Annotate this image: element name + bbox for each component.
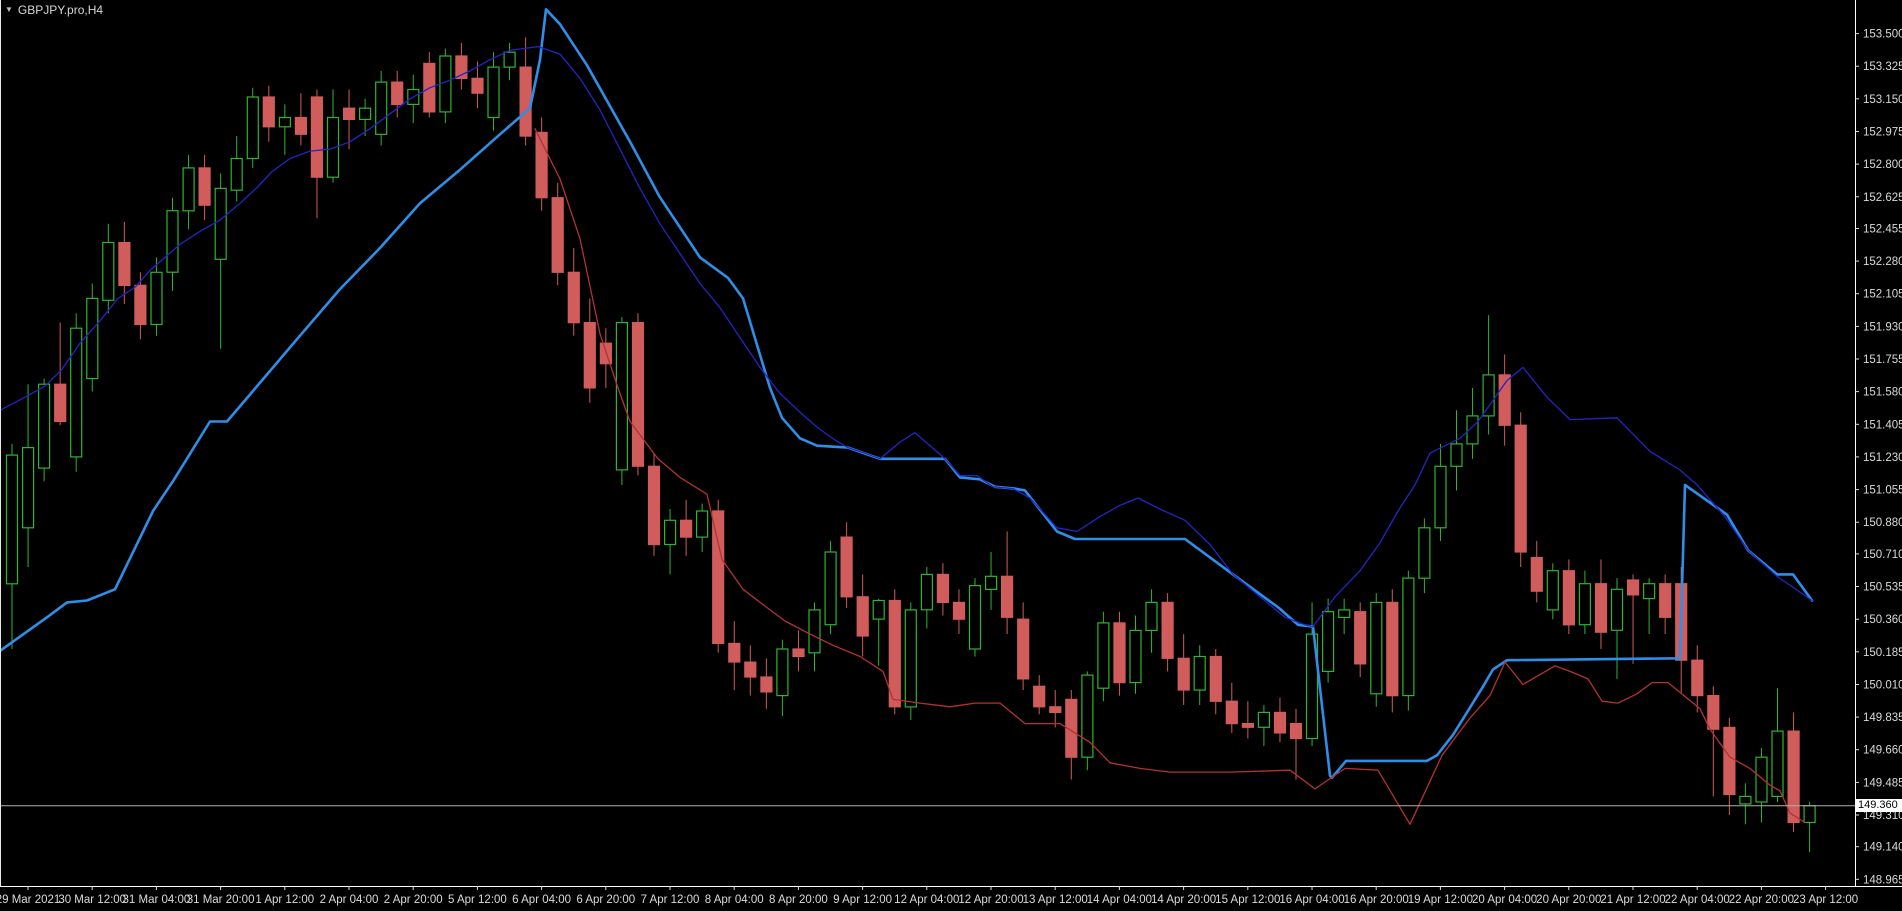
svg-text:8 Apr 20:00: 8 Apr 20:00 [769,894,828,906]
svg-text:149.660: 149.660 [1863,745,1902,757]
svg-text:31 Mar 20:00: 31 Mar 20:00 [187,894,255,906]
svg-text:6 Apr 20:00: 6 Apr 20:00 [576,894,635,906]
svg-text:151.230: 151.230 [1863,452,1902,464]
svg-text:152.800: 152.800 [1863,159,1902,171]
svg-text:19 Apr 12:00: 19 Apr 12:00 [1408,894,1473,906]
svg-text:149.835: 149.835 [1863,712,1902,724]
chart-left-border [0,0,1,886]
svg-text:12 Apr 20:00: 12 Apr 20:00 [958,894,1023,906]
svg-text:6 Apr 04:00: 6 Apr 04:00 [512,894,571,906]
svg-text:152.625: 152.625 [1863,192,1902,204]
svg-text:151.405: 151.405 [1863,419,1902,431]
svg-text:152.455: 152.455 [1863,224,1902,236]
svg-text:15 Apr 12:00: 15 Apr 12:00 [1215,894,1280,906]
svg-text:153.150: 153.150 [1863,94,1902,106]
svg-text:22 Apr 20:00: 22 Apr 20:00 [1729,894,1794,906]
svg-text:150.360: 150.360 [1863,614,1902,626]
svg-text:1 Apr 12:00: 1 Apr 12:00 [255,894,314,906]
svg-text:151.055: 151.055 [1863,485,1902,497]
svg-text:150.880: 150.880 [1863,517,1902,529]
svg-text:151.580: 151.580 [1863,387,1902,399]
svg-text:150.535: 150.535 [1863,582,1902,594]
svg-text:2 Apr 20:00: 2 Apr 20:00 [384,894,443,906]
svg-text:16 Apr 20:00: 16 Apr 20:00 [1344,894,1409,906]
price-axis[interactable]: 153.500 153.325 153.150 152.975 152.800 152.6… [1855,29,1902,887]
svg-text:20 Apr 04:00: 20 Apr 04:00 [1472,894,1537,906]
svg-text:150.185: 150.185 [1863,647,1902,659]
current-price-label: 149.360 [1856,799,1902,813]
svg-text:31 Mar 04:00: 31 Mar 04:00 [123,894,191,906]
svg-text:152.280: 152.280 [1863,256,1902,268]
svg-text:153.325: 153.325 [1863,61,1902,73]
svg-text:12 Apr 04:00: 12 Apr 04:00 [894,894,959,906]
candles-layer [5,37,1816,853]
axis-frame [0,0,1902,887]
svg-text:151.755: 151.755 [1863,354,1902,366]
svg-text:7 Apr 12:00: 7 Apr 12:00 [641,894,700,906]
ma-blue-line [0,45,1813,628]
svg-text:150.010: 150.010 [1863,680,1902,692]
svg-text:22 Apr 04:00: 22 Apr 04:00 [1665,894,1730,906]
trailing-red-line [534,128,1806,825]
svg-text:23 Apr 12:00: 23 Apr 12:00 [1793,894,1858,906]
svg-text:29 Mar 2021: 29 Mar 2021 [0,894,60,906]
svg-text:152.975: 152.975 [1863,127,1902,139]
svg-text:149.310: 149.310 [1863,810,1902,822]
svg-text:9 Apr 12:00: 9 Apr 12:00 [833,894,892,906]
svg-text:13 Apr 12:00: 13 Apr 12:00 [1023,894,1088,906]
svg-text:21 Apr 12:00: 21 Apr 12:00 [1600,894,1665,906]
triangle-down-icon[interactable]: ▼ [5,5,13,14]
svg-text:2 Apr 04:00: 2 Apr 04:00 [320,894,379,906]
svg-text:14 Apr 04:00: 14 Apr 04:00 [1087,894,1152,906]
svg-text:30 Mar 12:00: 30 Mar 12:00 [58,894,126,906]
symbol-label: ▼ GBPJPY.pro,H4 [5,3,103,17]
svg-text:14 Apr 20:00: 14 Apr 20:00 [1151,894,1216,906]
svg-text:152.105: 152.105 [1863,289,1902,301]
svg-text:5 Apr 12:00: 5 Apr 12:00 [448,894,507,906]
svg-text:16 Apr 04:00: 16 Apr 04:00 [1279,894,1344,906]
svg-text:149.140: 149.140 [1863,842,1902,854]
symbol-label-text: GBPJPY.pro,H4 [17,3,104,17]
svg-text:150.710: 150.710 [1863,549,1902,561]
svg-text:148.965: 148.965 [1863,874,1902,886]
svg-text:8 Apr 04:00: 8 Apr 04:00 [705,894,764,906]
svg-text:149.485: 149.485 [1863,777,1902,789]
svg-text:153.500: 153.500 [1863,29,1902,41]
svg-text:20 Apr 20:00: 20 Apr 20:00 [1536,894,1601,906]
svg-text:151.930: 151.930 [1863,321,1902,333]
